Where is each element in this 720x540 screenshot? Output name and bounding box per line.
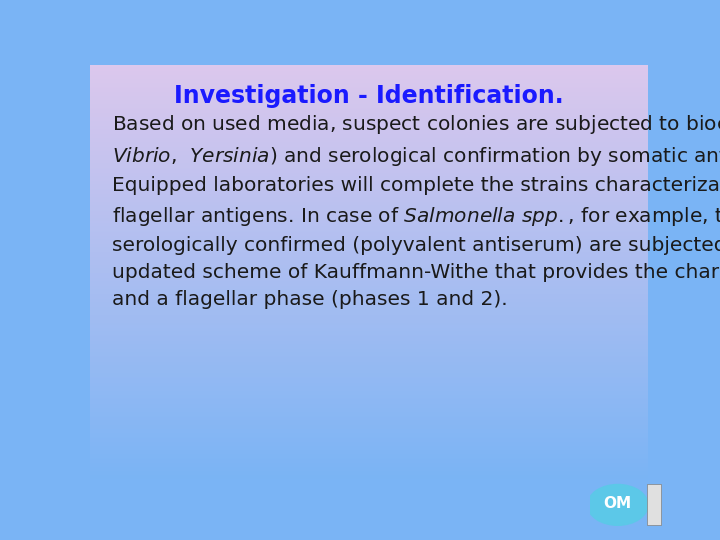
- FancyBboxPatch shape: [647, 484, 661, 525]
- Text: OM: OM: [603, 496, 632, 511]
- Text: Investigation - Identification.: Investigation - Identification.: [174, 84, 564, 107]
- Text: Based on used media, suspect colonies are subjected to biochemistry identificati: Based on used media, suspect colonies ar…: [112, 113, 720, 309]
- Circle shape: [588, 484, 648, 525]
